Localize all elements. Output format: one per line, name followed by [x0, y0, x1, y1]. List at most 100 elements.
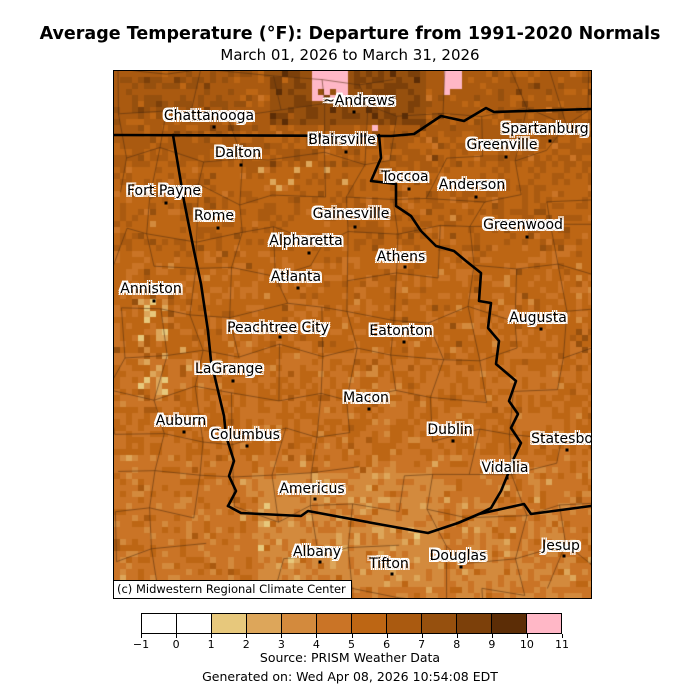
city-marker-dot [525, 235, 529, 239]
colorbar-tick-label: 0 [172, 638, 180, 651]
colorbar-tick-label: 9 [488, 638, 496, 651]
city-label-tifton: Tifton [369, 556, 409, 572]
city-marker-dot [565, 448, 569, 452]
city-marker-dot [278, 335, 282, 339]
city-label-blairsville: Blairsville [308, 132, 376, 148]
city-label-andrews: ~Andrews [323, 93, 395, 109]
city-marker-dot [307, 251, 311, 255]
colorbar-segment-8 [422, 614, 457, 633]
map-area: Chattanooga ~Andrews Spartanburg Greenville… [113, 70, 592, 599]
city-marker-dot [539, 327, 543, 331]
city-marker-dot [231, 379, 235, 383]
page-subtitle: March 01, 2026 to March 31, 2026 [220, 46, 480, 64]
city-marker-dot [164, 201, 168, 205]
city-marker-dot [245, 444, 249, 448]
colorbar-segment-5 [317, 614, 352, 633]
city-label-greenwood: Greenwood [483, 217, 563, 233]
colorbar-segment-11 [527, 614, 561, 633]
city-marker-dot [182, 430, 186, 434]
city-label-anniston: Anniston [120, 281, 182, 297]
colorbar-tickmark [491, 634, 493, 638]
city-label-gainesville: Gainesville [312, 206, 390, 222]
city-label-jesup: Jesup [542, 538, 580, 554]
city-marker-dot [474, 195, 478, 199]
city-label-dublin: Dublin [427, 422, 473, 438]
city-marker-dot [318, 560, 322, 564]
city-label-macon: Macon [343, 390, 389, 406]
city-marker-dot [403, 265, 407, 269]
city-marker-dot [505, 476, 509, 480]
colorbar-tickmark [562, 634, 563, 638]
generated-text: Generated on: Wed Apr 08, 2026 10:54:08 … [202, 669, 498, 684]
city-label-eatonton: Eatonton [369, 323, 433, 339]
colorbar-tick-label: 4 [312, 638, 320, 651]
city-labels-layer: Chattanooga ~Andrews Spartanburg Greenville… [114, 71, 591, 598]
colorbar-tick-label: 7 [418, 638, 426, 651]
colorbar-segment-4 [282, 614, 317, 633]
colorbar-tickmark [281, 634, 283, 638]
city-label-athens: Athens [376, 249, 426, 265]
city-label-alpharetta: Alpharetta [269, 233, 343, 249]
city-marker-dot [353, 225, 357, 229]
colorbar-tickmark [316, 634, 318, 638]
colorbar-segment-9 [457, 614, 492, 633]
colorbar-tick-label: −1 [132, 638, 150, 651]
city-label-lagrange: LaGrange [195, 361, 263, 377]
colorbar-tick-label: 5 [348, 638, 355, 651]
city-marker-dot [239, 163, 243, 167]
colorbar-tick-label: 10 [519, 638, 534, 651]
city-label-atlanta: Atlanta [270, 269, 322, 285]
colorbar-tick-label: 2 [242, 638, 250, 651]
colorbar-tickmark [211, 634, 213, 638]
city-marker-dot [459, 565, 463, 569]
city-marker-dot [313, 497, 317, 501]
colorbar-tickmark [526, 634, 528, 638]
city-label-rome: Rome [194, 208, 234, 224]
city-marker-dot [152, 299, 156, 303]
city-label-dalton: Dalton [214, 145, 262, 161]
colorbar-tickmark [456, 634, 458, 638]
city-marker-dot [390, 572, 394, 576]
city-label-toccoa: Toccoa [381, 169, 429, 185]
colorbar-tickmark [176, 634, 178, 638]
page-title: Average Temperature (°F): Departure from… [39, 24, 661, 44]
colorbar-tickmark [246, 634, 248, 638]
city-label-anderson: Anderson [438, 177, 506, 193]
city-label-fort-payne: Fort Payne [127, 183, 201, 199]
city-marker-dot [451, 439, 455, 443]
colorbar-segment-0 [142, 614, 177, 633]
city-label-statesboro: Statesboro [531, 431, 591, 447]
city-label-chattanooga: Chattanooga [163, 108, 255, 124]
city-label-americus: Americus [279, 481, 345, 497]
colorbar-segment-10 [492, 614, 527, 633]
city-marker-dot [367, 407, 371, 411]
city-marker-dot [504, 155, 508, 159]
colorbar-tick-label: 6 [383, 638, 391, 651]
source-text: Source: PRISM Weather Data [259, 650, 441, 665]
colorbar-segment-3 [247, 614, 282, 633]
colorbar-tickmark [141, 634, 142, 638]
city-marker-dot [352, 110, 356, 114]
city-label-greenville: Greenville [466, 137, 538, 153]
city-marker-dot [216, 226, 220, 230]
city-label-augusta: Augusta [509, 310, 567, 326]
colorbar-tick-label: 11 [555, 638, 569, 651]
colorbar-tickmark [421, 634, 423, 638]
city-label-columbus: Columbus [210, 427, 280, 443]
city-label-vidalia: Vidalia [481, 460, 529, 476]
city-label-douglas: Douglas [429, 548, 487, 564]
city-marker-dot [344, 150, 348, 154]
colorbar-segment-7 [387, 614, 422, 633]
city-marker-dot [562, 554, 566, 558]
city-marker-dot [212, 125, 216, 129]
colorbar-segment-1 [177, 614, 212, 633]
attribution-badge: (c) Midwestern Regional Climate Center [114, 580, 352, 598]
colorbar [141, 613, 562, 634]
city-marker-dot [548, 139, 552, 143]
city-label-spartanburg: Spartanburg [501, 121, 589, 137]
colorbar-tick-label: 1 [207, 638, 215, 651]
city-marker-dot [407, 187, 411, 191]
colorbar-tickmark [351, 634, 353, 638]
colorbar-segment-2 [212, 614, 247, 633]
